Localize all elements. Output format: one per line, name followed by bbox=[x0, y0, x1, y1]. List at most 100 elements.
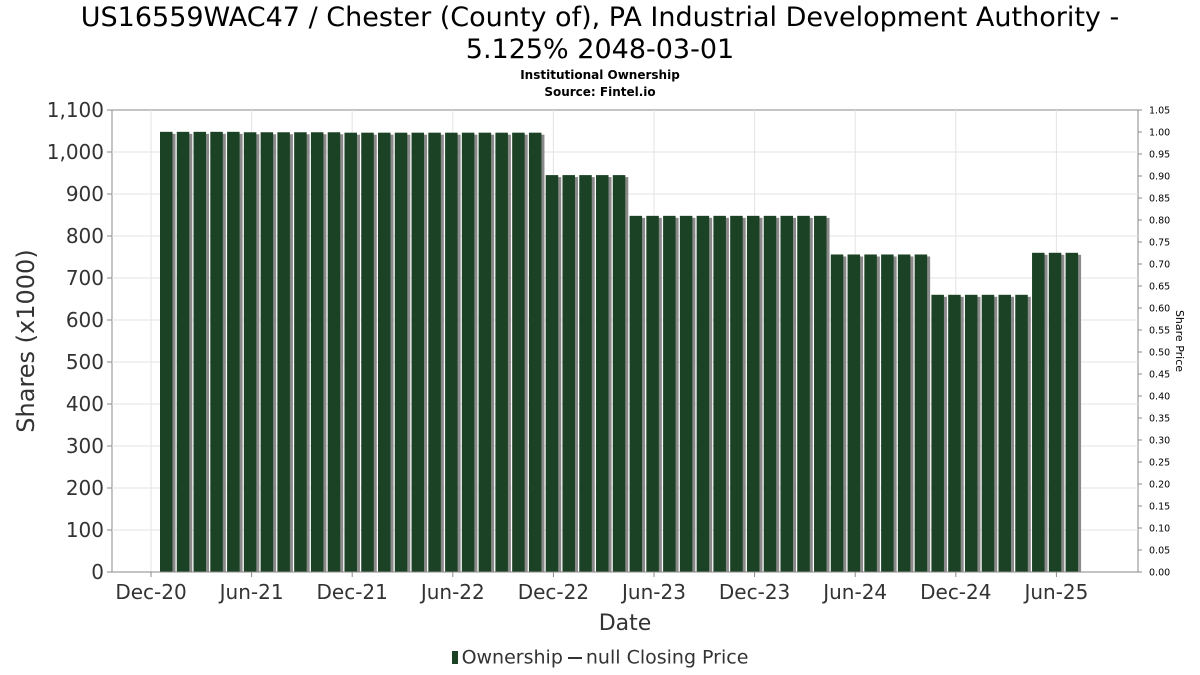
y2-tick-label: 0.20 bbox=[1149, 480, 1170, 491]
x-tick-label: Jun-25 bbox=[1022, 580, 1088, 604]
ownership-bar bbox=[914, 254, 928, 573]
ownership-bar bbox=[897, 254, 911, 573]
ownership-bar bbox=[294, 132, 307, 572]
x-tick-label: Jun-21 bbox=[218, 580, 284, 604]
price-legend-swatch bbox=[567, 656, 582, 659]
y-tick-label: 1,100 bbox=[47, 98, 104, 122]
ownership-bar bbox=[964, 294, 978, 572]
y-tick-label: 100 bbox=[66, 518, 104, 542]
y2-tick-label: 0.65 bbox=[1149, 282, 1170, 293]
y2-tick-label: 0.45 bbox=[1149, 370, 1170, 381]
ownership-bar bbox=[696, 215, 710, 572]
ownership-bar bbox=[998, 294, 1011, 572]
x-axis-label: Date bbox=[599, 611, 652, 636]
y-tick-label: 200 bbox=[66, 476, 104, 500]
ownership-bar bbox=[361, 132, 374, 572]
ownership-bar bbox=[176, 131, 190, 572]
x-tick-label: Dec-20 bbox=[115, 580, 186, 604]
ownership-bar bbox=[981, 294, 995, 572]
ownership-bar bbox=[746, 215, 760, 572]
y2-tick-label: 0.05 bbox=[1149, 546, 1170, 557]
ownership-bar bbox=[629, 215, 643, 572]
ownership-bar bbox=[445, 132, 458, 572]
x-tick-label: Dec-22 bbox=[518, 580, 589, 604]
ownership-bar bbox=[461, 132, 475, 572]
y2-tick-label: 0.55 bbox=[1149, 326, 1170, 337]
y2-tick-label: 0.40 bbox=[1149, 392, 1170, 403]
y2-tick-label: 0.15 bbox=[1149, 502, 1170, 513]
ownership-bar bbox=[663, 215, 676, 572]
y2-axis-label: Share Price bbox=[1173, 310, 1186, 372]
ownership-bar bbox=[1048, 252, 1062, 573]
ownership-bar bbox=[428, 132, 441, 572]
y2-tick-label: 0.85 bbox=[1149, 194, 1170, 205]
y-tick-label: 1,000 bbox=[47, 140, 104, 164]
y-tick-label: 700 bbox=[66, 266, 104, 290]
chart-title-line-2: 5.125% 2048-03-01 bbox=[465, 34, 735, 65]
ownership-bar bbox=[1032, 252, 1045, 573]
x-tick-label: Dec-24 bbox=[920, 580, 991, 604]
ownership-bar bbox=[948, 294, 961, 572]
ownership-bar bbox=[679, 215, 693, 572]
x-tick-label: Jun-23 bbox=[620, 580, 686, 604]
ownership-legend-label: Ownership bbox=[461, 646, 563, 669]
y-tick-label: 600 bbox=[66, 308, 104, 332]
ownership-bar bbox=[344, 132, 357, 572]
ownership-bar bbox=[545, 175, 559, 572]
y2-tick-label: 0.35 bbox=[1149, 414, 1170, 425]
x-tick-label: Dec-21 bbox=[317, 580, 388, 604]
ownership-bar bbox=[160, 131, 173, 572]
ownership-bar bbox=[394, 132, 408, 572]
ownership-bar bbox=[260, 132, 274, 572]
ownership-bar bbox=[310, 132, 324, 572]
ownership-bar bbox=[881, 254, 894, 573]
chart-source: Source: Fintel.io bbox=[544, 85, 656, 99]
y2-tick-label: 0.95 bbox=[1149, 150, 1170, 161]
y2-tick-label: 1.00 bbox=[1149, 128, 1170, 139]
ownership-bar bbox=[1065, 252, 1079, 573]
chart-subtitle: Institutional Ownership bbox=[520, 68, 680, 82]
y-tick-label: 400 bbox=[66, 392, 104, 416]
ownership-bar bbox=[596, 175, 609, 572]
ownership-bar bbox=[612, 175, 626, 572]
ownership-bar bbox=[864, 254, 877, 573]
price-legend-label: null Closing Price bbox=[585, 646, 749, 669]
chart-title-line-1: US16559WAC47 / Chester (County of), PA I… bbox=[80, 2, 1120, 33]
ownership-bar bbox=[562, 175, 575, 572]
ownership-bar bbox=[327, 132, 341, 572]
x-tick-label: Dec-23 bbox=[719, 580, 790, 604]
ownership-bar bbox=[763, 215, 777, 572]
ownership-bar bbox=[528, 132, 542, 572]
ownership-bar bbox=[411, 132, 425, 572]
y-tick-label: 900 bbox=[66, 182, 104, 206]
ownership-bar bbox=[830, 254, 844, 573]
ownership-bar bbox=[847, 254, 861, 573]
ownership-bar bbox=[579, 175, 592, 572]
y2-tick-label: 0.75 bbox=[1149, 238, 1170, 249]
y2-tick-label: 0.00 bbox=[1149, 568, 1170, 579]
ownership-bar bbox=[495, 132, 508, 572]
y-tick-label: 300 bbox=[66, 434, 104, 458]
ownership-bar bbox=[814, 215, 827, 572]
y2-tick-label: 0.70 bbox=[1149, 260, 1170, 271]
y2-tick-label: 0.90 bbox=[1149, 172, 1170, 183]
x-tick-label: Jun-24 bbox=[821, 580, 887, 604]
ownership-bar bbox=[478, 132, 492, 572]
y2-tick-label: 0.50 bbox=[1149, 348, 1170, 359]
ownership-bar bbox=[730, 215, 743, 572]
y2-tick-label: 0.30 bbox=[1149, 436, 1170, 447]
y2-tick-label: 0.25 bbox=[1149, 458, 1170, 469]
ownership-bar bbox=[210, 131, 223, 572]
ownership-bar bbox=[931, 294, 944, 572]
ownership-bar bbox=[193, 131, 207, 572]
y2-tick-label: 1.05 bbox=[1149, 106, 1170, 117]
ownership-bar bbox=[1015, 294, 1028, 572]
ownership-bar bbox=[713, 215, 726, 572]
ownership-bar bbox=[512, 132, 525, 572]
y-tick-label: 0 bbox=[91, 560, 104, 584]
y2-tick-label: 0.10 bbox=[1149, 524, 1170, 535]
ownership-bar bbox=[780, 215, 793, 572]
y-tick-label: 500 bbox=[66, 350, 104, 374]
ownership-legend-swatch bbox=[451, 651, 458, 664]
